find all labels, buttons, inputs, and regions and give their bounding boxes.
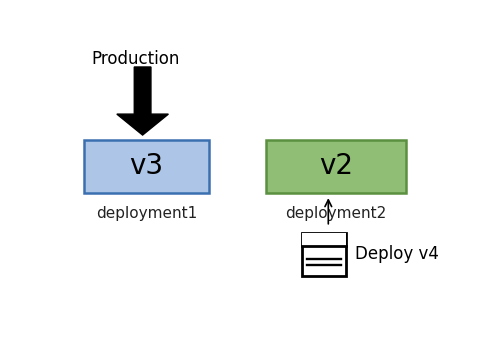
Text: v3: v3 (129, 152, 163, 181)
Bar (265, 140, 405, 193)
Text: deployment1: deployment1 (96, 206, 197, 221)
Polygon shape (117, 67, 168, 135)
Text: deployment2: deployment2 (285, 206, 386, 221)
Bar (302, 233, 345, 276)
Text: Deploy v4: Deploy v4 (354, 245, 438, 263)
Text: v2: v2 (318, 152, 352, 181)
Bar (84, 140, 208, 193)
Bar (302, 233, 345, 246)
Text: Production: Production (91, 50, 180, 68)
